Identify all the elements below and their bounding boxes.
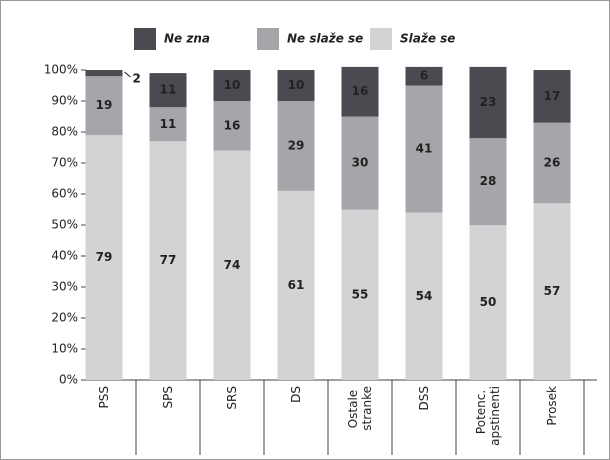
data-label: 10 — [288, 78, 305, 92]
data-label: 29 — [288, 138, 305, 152]
x-tick-label: DSS — [417, 386, 431, 410]
x-tick-label-line: SRS — [225, 386, 239, 410]
y-tick-label: 20% — [51, 311, 78, 325]
legend-label: Ne zna — [164, 32, 210, 46]
bar-segment — [277, 190, 315, 380]
x-tick-label-line: Potenc. — [474, 386, 488, 434]
data-label: 41 — [416, 142, 433, 156]
y-tick-label: 90% — [51, 94, 78, 108]
bar-segment — [149, 73, 187, 108]
data-label: 6 — [420, 69, 428, 83]
bar-segment — [405, 66, 443, 86]
data-label: 11 — [160, 117, 177, 131]
data-label: 16 — [352, 84, 369, 98]
bar-segment — [533, 122, 571, 204]
x-tick-label: PSS — [97, 386, 111, 408]
bar-segment — [277, 101, 315, 191]
data-label: 2 — [133, 72, 141, 86]
data-label: 19 — [96, 98, 113, 112]
y-tick-label: 0% — [59, 373, 78, 387]
legend-label: Slaže se — [400, 32, 455, 46]
data-label: 54 — [416, 289, 433, 303]
bar-segment — [85, 70, 123, 77]
data-label: 26 — [544, 156, 561, 170]
bar-segment — [469, 225, 507, 380]
x-tick-label-line: DS — [289, 386, 303, 403]
y-tick-label: 10% — [51, 342, 78, 356]
bar-segment — [341, 209, 379, 380]
data-label: 16 — [224, 118, 241, 132]
x-tick-label-line: SPS — [161, 386, 175, 408]
data-label: 28 — [480, 174, 497, 188]
bar-segment — [469, 138, 507, 225]
legend-swatch — [370, 28, 392, 50]
data-label: 79 — [96, 250, 113, 264]
data-label: 11 — [160, 83, 177, 97]
data-label: 50 — [480, 295, 497, 309]
y-tick-label: 60% — [51, 187, 78, 201]
bar-segment — [405, 85, 443, 213]
x-tick-label-line: apstinenti — [488, 386, 502, 446]
bar-segment — [213, 150, 251, 380]
legend-label: Ne slaže se — [287, 32, 363, 46]
y-tick-label: 70% — [51, 156, 78, 170]
legend-swatch — [257, 28, 279, 50]
y-tick-label: 30% — [51, 280, 78, 294]
x-tick-label: DS — [289, 386, 303, 403]
data-label: 77 — [160, 253, 177, 267]
x-tick-label-line: DSS — [417, 386, 431, 410]
x-tick-label-line: stranke — [360, 386, 374, 431]
x-tick-label-line: Prosek — [545, 386, 559, 426]
bar-segment — [277, 70, 315, 101]
bar-segment — [213, 70, 251, 101]
x-tick-label-line: Ostale — [346, 386, 360, 428]
bar-segment — [213, 101, 251, 151]
data-label: 10 — [224, 78, 241, 92]
bar-segment — [469, 66, 507, 139]
bar-segment — [85, 76, 123, 136]
data-label: 17 — [544, 89, 561, 103]
data-label: 74 — [224, 258, 241, 272]
x-tick-label: Potenc. apstinenti — [474, 386, 502, 446]
leader-line — [124, 71, 131, 78]
y-tick-label: 50% — [51, 218, 78, 232]
bar-segment — [85, 135, 123, 380]
bar-segment — [405, 212, 443, 380]
bar-segment — [149, 141, 187, 380]
legend-swatch — [134, 28, 156, 50]
x-tick-label: SRS — [225, 386, 239, 410]
y-tick-label: 100% — [44, 63, 78, 77]
bar-segment — [533, 203, 571, 380]
data-label: 30 — [352, 156, 369, 170]
x-tick-label-line: PSS — [97, 386, 111, 408]
bar-segment — [149, 107, 187, 142]
x-tick-label: Ostale stranke — [346, 386, 374, 431]
y-tick-label: 40% — [51, 249, 78, 263]
bar-segment — [533, 70, 571, 123]
bar-segment — [341, 116, 379, 210]
data-label: 61 — [288, 278, 305, 292]
bar-segment — [341, 66, 379, 117]
data-label: 55 — [352, 287, 369, 301]
x-tick-label: SPS — [161, 386, 175, 408]
data-label: 23 — [480, 95, 497, 109]
y-tick-label: 80% — [51, 125, 78, 139]
data-label: 57 — [544, 284, 561, 298]
x-tick-label: Prosek — [545, 386, 559, 426]
